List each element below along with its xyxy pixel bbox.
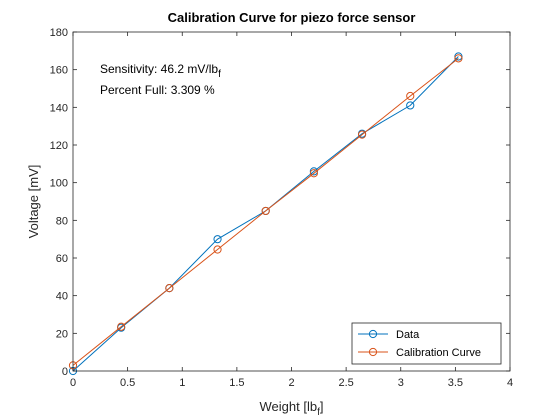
series-marker-1 <box>261 206 270 216</box>
x-tick-label: 3 <box>398 377 404 389</box>
series-marker-1 <box>406 91 415 101</box>
percent-full-annotation: Percent Full: 3.309 % <box>100 83 215 97</box>
y-tick-label: 180 <box>50 27 68 39</box>
y-tick-label: 160 <box>50 65 68 77</box>
legend-label-0: Data <box>396 329 420 341</box>
series-marker-0 <box>406 101 415 110</box>
percent-full-annotation-text: Percent Full: 3.309 % <box>100 83 215 97</box>
y-tick-label: 140 <box>50 102 68 114</box>
ticks-layer: 0 0.5 1 1.5 2 2.5 3 3.5 402040608010012014016018… <box>50 27 513 389</box>
x-tick-label: 4 <box>507 377 513 389</box>
series-marker-1 <box>117 322 126 331</box>
sensitivity-annotation-subscript: f <box>218 69 221 80</box>
series-marker-1 <box>165 284 174 293</box>
y-tick-label: 120 <box>50 140 68 152</box>
x-tick-label: 1 <box>179 377 185 389</box>
x-tick-label: 2.5 <box>338 377 353 389</box>
x-tick-label: 0.5 <box>120 377 135 389</box>
series-marker-1 <box>213 245 222 254</box>
x-tick-label: 3.5 <box>448 377 463 389</box>
x-axis-label-subscript: f <box>317 407 320 418</box>
legend-items: Data Calibration Curve <box>358 329 481 359</box>
y-tick-label: 0 <box>62 366 68 378</box>
x-axis-label-suffix: ] <box>320 399 324 414</box>
x-tick-label: 1.5 <box>229 377 244 389</box>
y-axis-label: Voltage [mV] <box>26 165 41 239</box>
legend-marker-1 <box>368 347 378 357</box>
legend-marker-0 <box>368 329 378 339</box>
x-axis-label: Weight [lbf] <box>260 399 324 418</box>
legend: Data Calibration Curve <box>351 322 502 365</box>
plot-area <box>73 32 510 371</box>
x-axis-label-main: Weight [lb <box>260 399 318 414</box>
y-tick-label: 60 <box>56 253 68 265</box>
series-layer <box>68 52 463 376</box>
sensitivity-annotation-text: Sensitivity: 46.2 mV/lb <box>100 62 218 76</box>
y-tick-label: 40 <box>56 291 68 303</box>
series-line-1 <box>72 58 459 366</box>
series-marker-0 <box>213 235 222 244</box>
y-tick-label: 80 <box>56 215 68 227</box>
y-tick-label: 100 <box>50 178 68 190</box>
chart-title: Calibration Curve for piezo force sensor <box>168 10 416 25</box>
series-marker-1 <box>309 169 318 178</box>
series-marker-1 <box>357 130 367 139</box>
sensitivity-annotation: Sensitivity: 46.2 mV/lbf <box>100 62 221 80</box>
x-tick-label: 0 <box>70 377 76 389</box>
legend-label-1: Calibration Curve <box>396 347 481 359</box>
series-marker-1 <box>454 54 463 63</box>
y-tick-label: 20 <box>56 328 68 340</box>
x-tick-label: 2 <box>288 377 294 389</box>
legend-box <box>351 322 502 365</box>
